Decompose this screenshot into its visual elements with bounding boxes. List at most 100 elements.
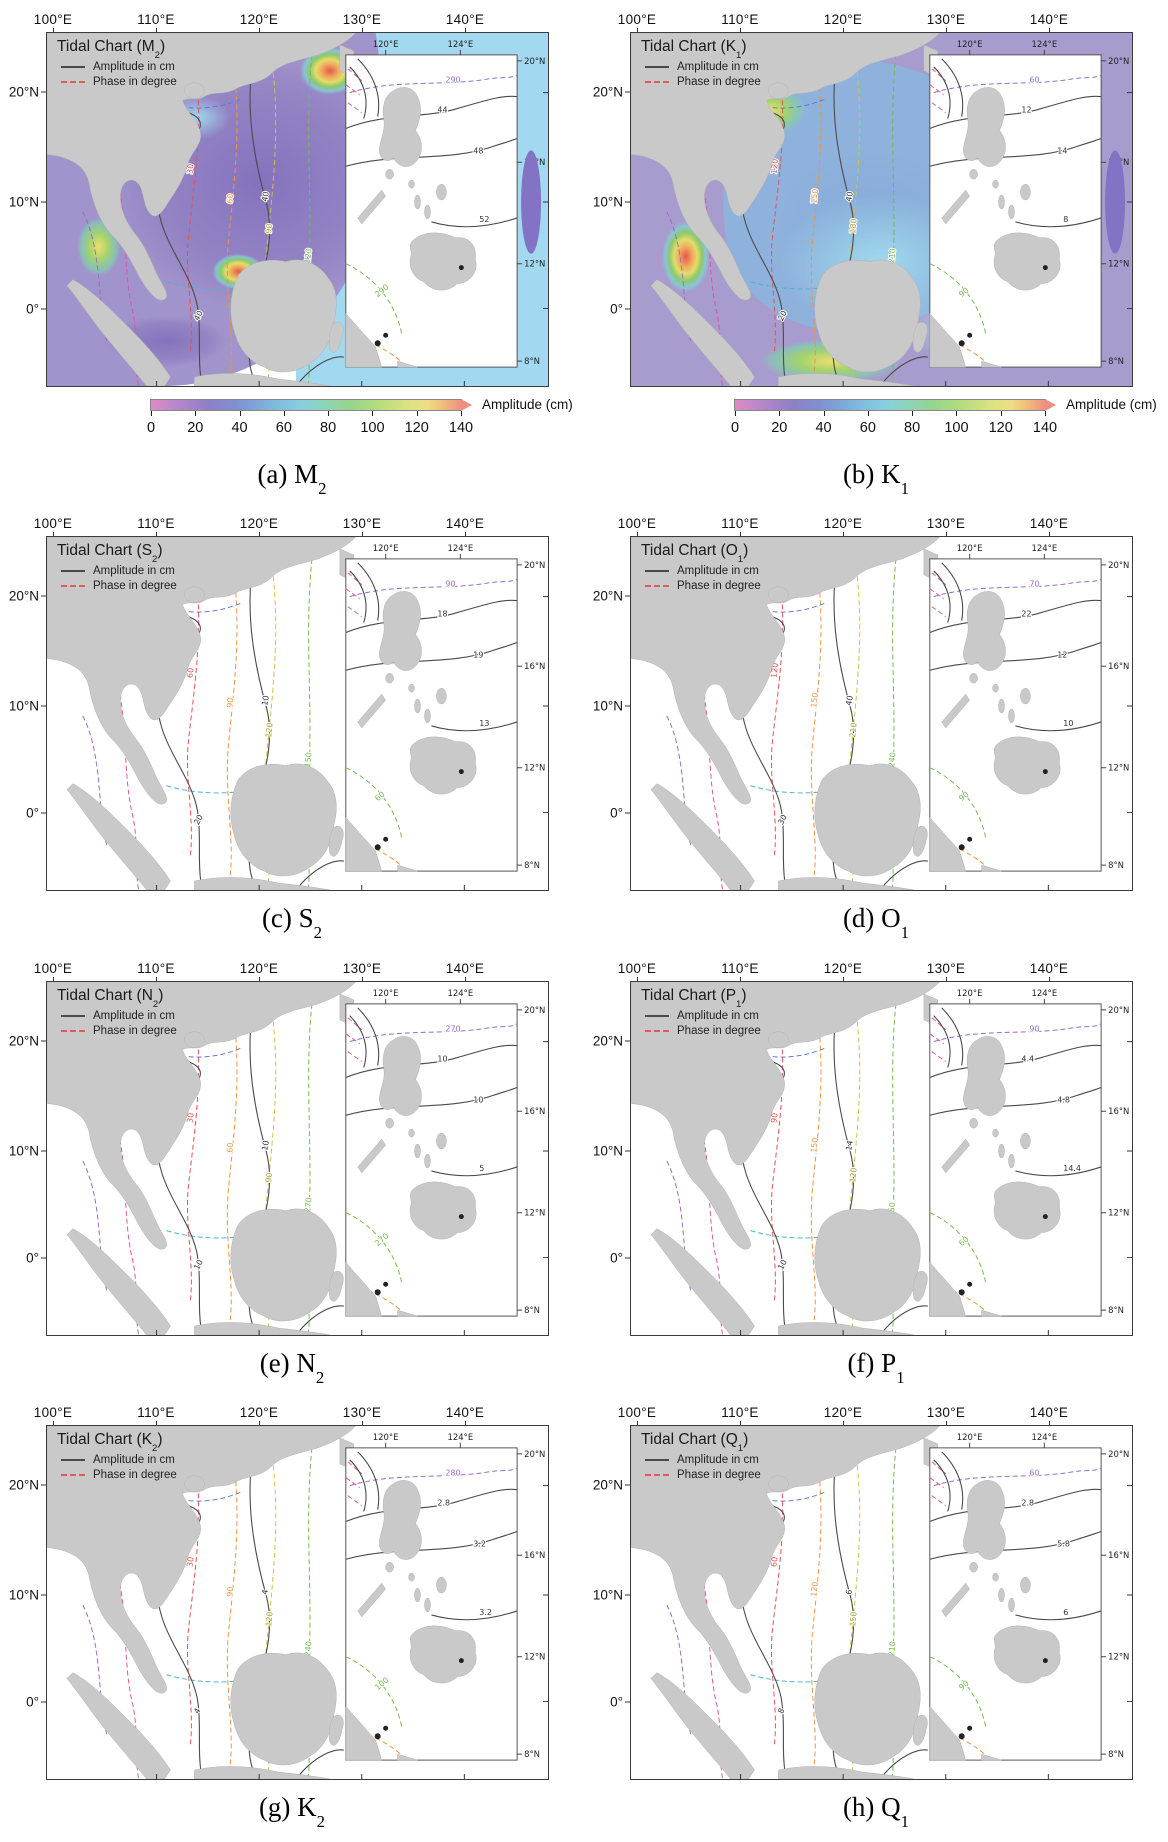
inset-axis-label-latitude: 20°N bbox=[524, 1005, 545, 1015]
inset-axis-label-latitude: 8°N bbox=[1108, 861, 1124, 871]
colorbar-tick-label: 40 bbox=[815, 420, 832, 436]
latitude-axis: 20°N 10°N 0° bbox=[584, 536, 630, 891]
tidal-chart-panel: 100°E 110°E 120°E 130°E 140°E 20°N 10°N … bbox=[584, 953, 1168, 1397]
inset-axis-label-latitude: 12°N bbox=[524, 763, 545, 773]
inset-axis-label-latitude: 12°N bbox=[524, 259, 545, 269]
borneo-corner bbox=[929, 1261, 966, 1317]
sulawesi-corner bbox=[397, 865, 418, 872]
panel-caption: (h) Q1 bbox=[842, 1792, 910, 1832]
axis-label-latitude: 0° bbox=[26, 301, 39, 317]
hainan-island bbox=[184, 1031, 205, 1048]
inset-axis-label-longitude: 120°E bbox=[373, 543, 399, 553]
inset-land-layer bbox=[345, 591, 477, 872]
axis-label-longitude: 130°E bbox=[926, 12, 966, 27]
map-box: 8 6 8 8 60 120 150 210 bbox=[630, 1425, 1133, 1781]
land-layer bbox=[631, 1426, 941, 1780]
inset-amplitude-contour-label: 44 bbox=[437, 106, 447, 115]
axis-label-longitude: 110°E bbox=[721, 1405, 759, 1421]
axis-label-latitude: 20°N bbox=[592, 588, 623, 604]
axis-label-latitude: 0° bbox=[610, 301, 623, 317]
inset-axis-label-longitude: 124°E bbox=[1032, 1432, 1058, 1442]
longitude-axis: 100°E 110°E 120°E 130°E 140°E bbox=[618, 1405, 1133, 1427]
inset-amplitude-contour-label: 2.8 bbox=[1021, 1499, 1034, 1508]
inset-phase-contour-label: 90 bbox=[445, 580, 455, 589]
sulawesi-sliver bbox=[912, 826, 928, 858]
map-canvas: 8 6 8 8 60 120 150 210 bbox=[631, 1426, 1132, 1780]
axis-label-longitude: 110°E bbox=[137, 1405, 175, 1421]
mindanao-island bbox=[409, 1181, 477, 1240]
axis-label-latitude: 10°N bbox=[8, 1143, 39, 1159]
colorbar-tick-label: 20 bbox=[771, 420, 788, 436]
tidal-chart-panel: 100°E 110°E 120°E 130°E 140°E 20°N 10°N … bbox=[584, 1397, 1168, 1841]
latitude-axis: 20°N 10°N 0° bbox=[0, 536, 46, 891]
sulawesi-sliver bbox=[328, 1270, 344, 1302]
luzon-island bbox=[963, 591, 1006, 672]
inset-axis-label-latitude: 20°N bbox=[1108, 1449, 1129, 1459]
sulawesi-sliver bbox=[328, 826, 344, 858]
axis-label-longitude: 130°E bbox=[342, 960, 382, 976]
inset-amplitude-contour-label: 10 bbox=[473, 1095, 483, 1104]
inset-axis-label-longitude: 120°E bbox=[957, 1432, 983, 1442]
java-island bbox=[778, 877, 914, 891]
map-canvas: 5 10 15 20 60 90 120 150 bbox=[47, 537, 548, 891]
inset-amplitude-contour-label: 2.8 bbox=[437, 1499, 450, 1508]
inset-amplitude-contour-label: 4.8 bbox=[1057, 1095, 1070, 1104]
inset-amplitude-contour-label: 5 bbox=[479, 1164, 484, 1173]
amplitude-contour-label: 4 bbox=[192, 1707, 202, 1716]
colorbar-tick-label: 80 bbox=[904, 420, 921, 436]
inset-axis-label-latitude: 16°N bbox=[1108, 1550, 1129, 1560]
sumatra-island bbox=[66, 1672, 171, 1780]
inset-amplitude-contours bbox=[929, 58, 1102, 228]
luzon-island bbox=[963, 1035, 1006, 1116]
mainland-asia bbox=[47, 33, 357, 301]
phase-contour-label: 120 bbox=[303, 248, 314, 264]
axis-label-longitude: 130°E bbox=[926, 1405, 966, 1421]
axis-label-longitude: 140°E bbox=[1029, 12, 1069, 27]
inset-land-layer bbox=[929, 1035, 1061, 1317]
panel-caption: (g) K2 bbox=[258, 1792, 326, 1832]
inset-amplitude-contours bbox=[345, 1451, 518, 1621]
axis-label-longitude: 100°E bbox=[33, 960, 73, 976]
axis-label-longitude: 100°E bbox=[33, 12, 73, 27]
mainland-asia bbox=[631, 537, 941, 805]
latitude-axis: 20°N 10°N 0° bbox=[584, 32, 630, 387]
inset-axis-label-longitude: 120°E bbox=[373, 1432, 399, 1442]
phase-contour-label: 120 bbox=[809, 1581, 820, 1597]
mainland-asia bbox=[47, 1426, 357, 1694]
colorbar-tick-label: 120 bbox=[988, 420, 1013, 436]
axis-label-longitude: 120°E bbox=[823, 1405, 863, 1421]
amplitude-contour-label: 40 bbox=[844, 191, 855, 203]
frame-ticks bbox=[740, 92, 1132, 386]
panel-caption: (a) M2 bbox=[257, 459, 327, 499]
inset-amplitude-contour-label: 3.2 bbox=[473, 1539, 486, 1548]
axis-label-longitude: 130°E bbox=[926, 960, 966, 976]
inset-amplitude-contours bbox=[929, 1007, 1102, 1177]
luzon-island bbox=[379, 591, 422, 672]
borneo-corner bbox=[929, 1705, 966, 1761]
hainan-island bbox=[768, 82, 789, 99]
axis-label-latitude: 0° bbox=[26, 1250, 39, 1266]
colorbar-tick-label: 100 bbox=[360, 420, 385, 436]
philippines-inset: 120°E 124°E 20°N 16°N 12°N 8°N 44 48 52 … bbox=[345, 39, 545, 368]
axis-label-longitude: 110°E bbox=[137, 960, 175, 976]
inset-axis-label-longitude: 120°E bbox=[373, 988, 399, 998]
axis-label-longitude: 120°E bbox=[239, 516, 279, 532]
map-area: 20°N 10°N 0° bbox=[9, 32, 549, 387]
land-layer bbox=[47, 981, 357, 1335]
axis-label-latitude: 20°N bbox=[8, 1033, 39, 1049]
mainland-asia bbox=[47, 981, 357, 1250]
inset-axis-label-longitude: 120°E bbox=[957, 39, 983, 49]
colorbar-tick-label: 60 bbox=[859, 420, 876, 436]
axis-label-latitude: 20°N bbox=[592, 1477, 623, 1493]
sulawesi-sliver bbox=[328, 322, 344, 353]
luzon-island bbox=[963, 87, 1006, 167]
borneo-island bbox=[814, 1208, 921, 1321]
amplitude-contour-label: 10 bbox=[260, 695, 271, 707]
inset-land-layer bbox=[345, 1480, 477, 1761]
borneo-corner bbox=[345, 817, 382, 872]
mindanao-island bbox=[409, 737, 477, 795]
axis-label-latitude: 10°N bbox=[592, 1143, 623, 1159]
tidal-chart-panel: 100°E 110°E 120°E 130°E 140°E 20°N 10°N … bbox=[0, 4, 584, 508]
map-box: 5 10 5 10 30 60 90 270 bbox=[46, 980, 549, 1336]
axis-label-longitude: 100°E bbox=[617, 960, 657, 976]
